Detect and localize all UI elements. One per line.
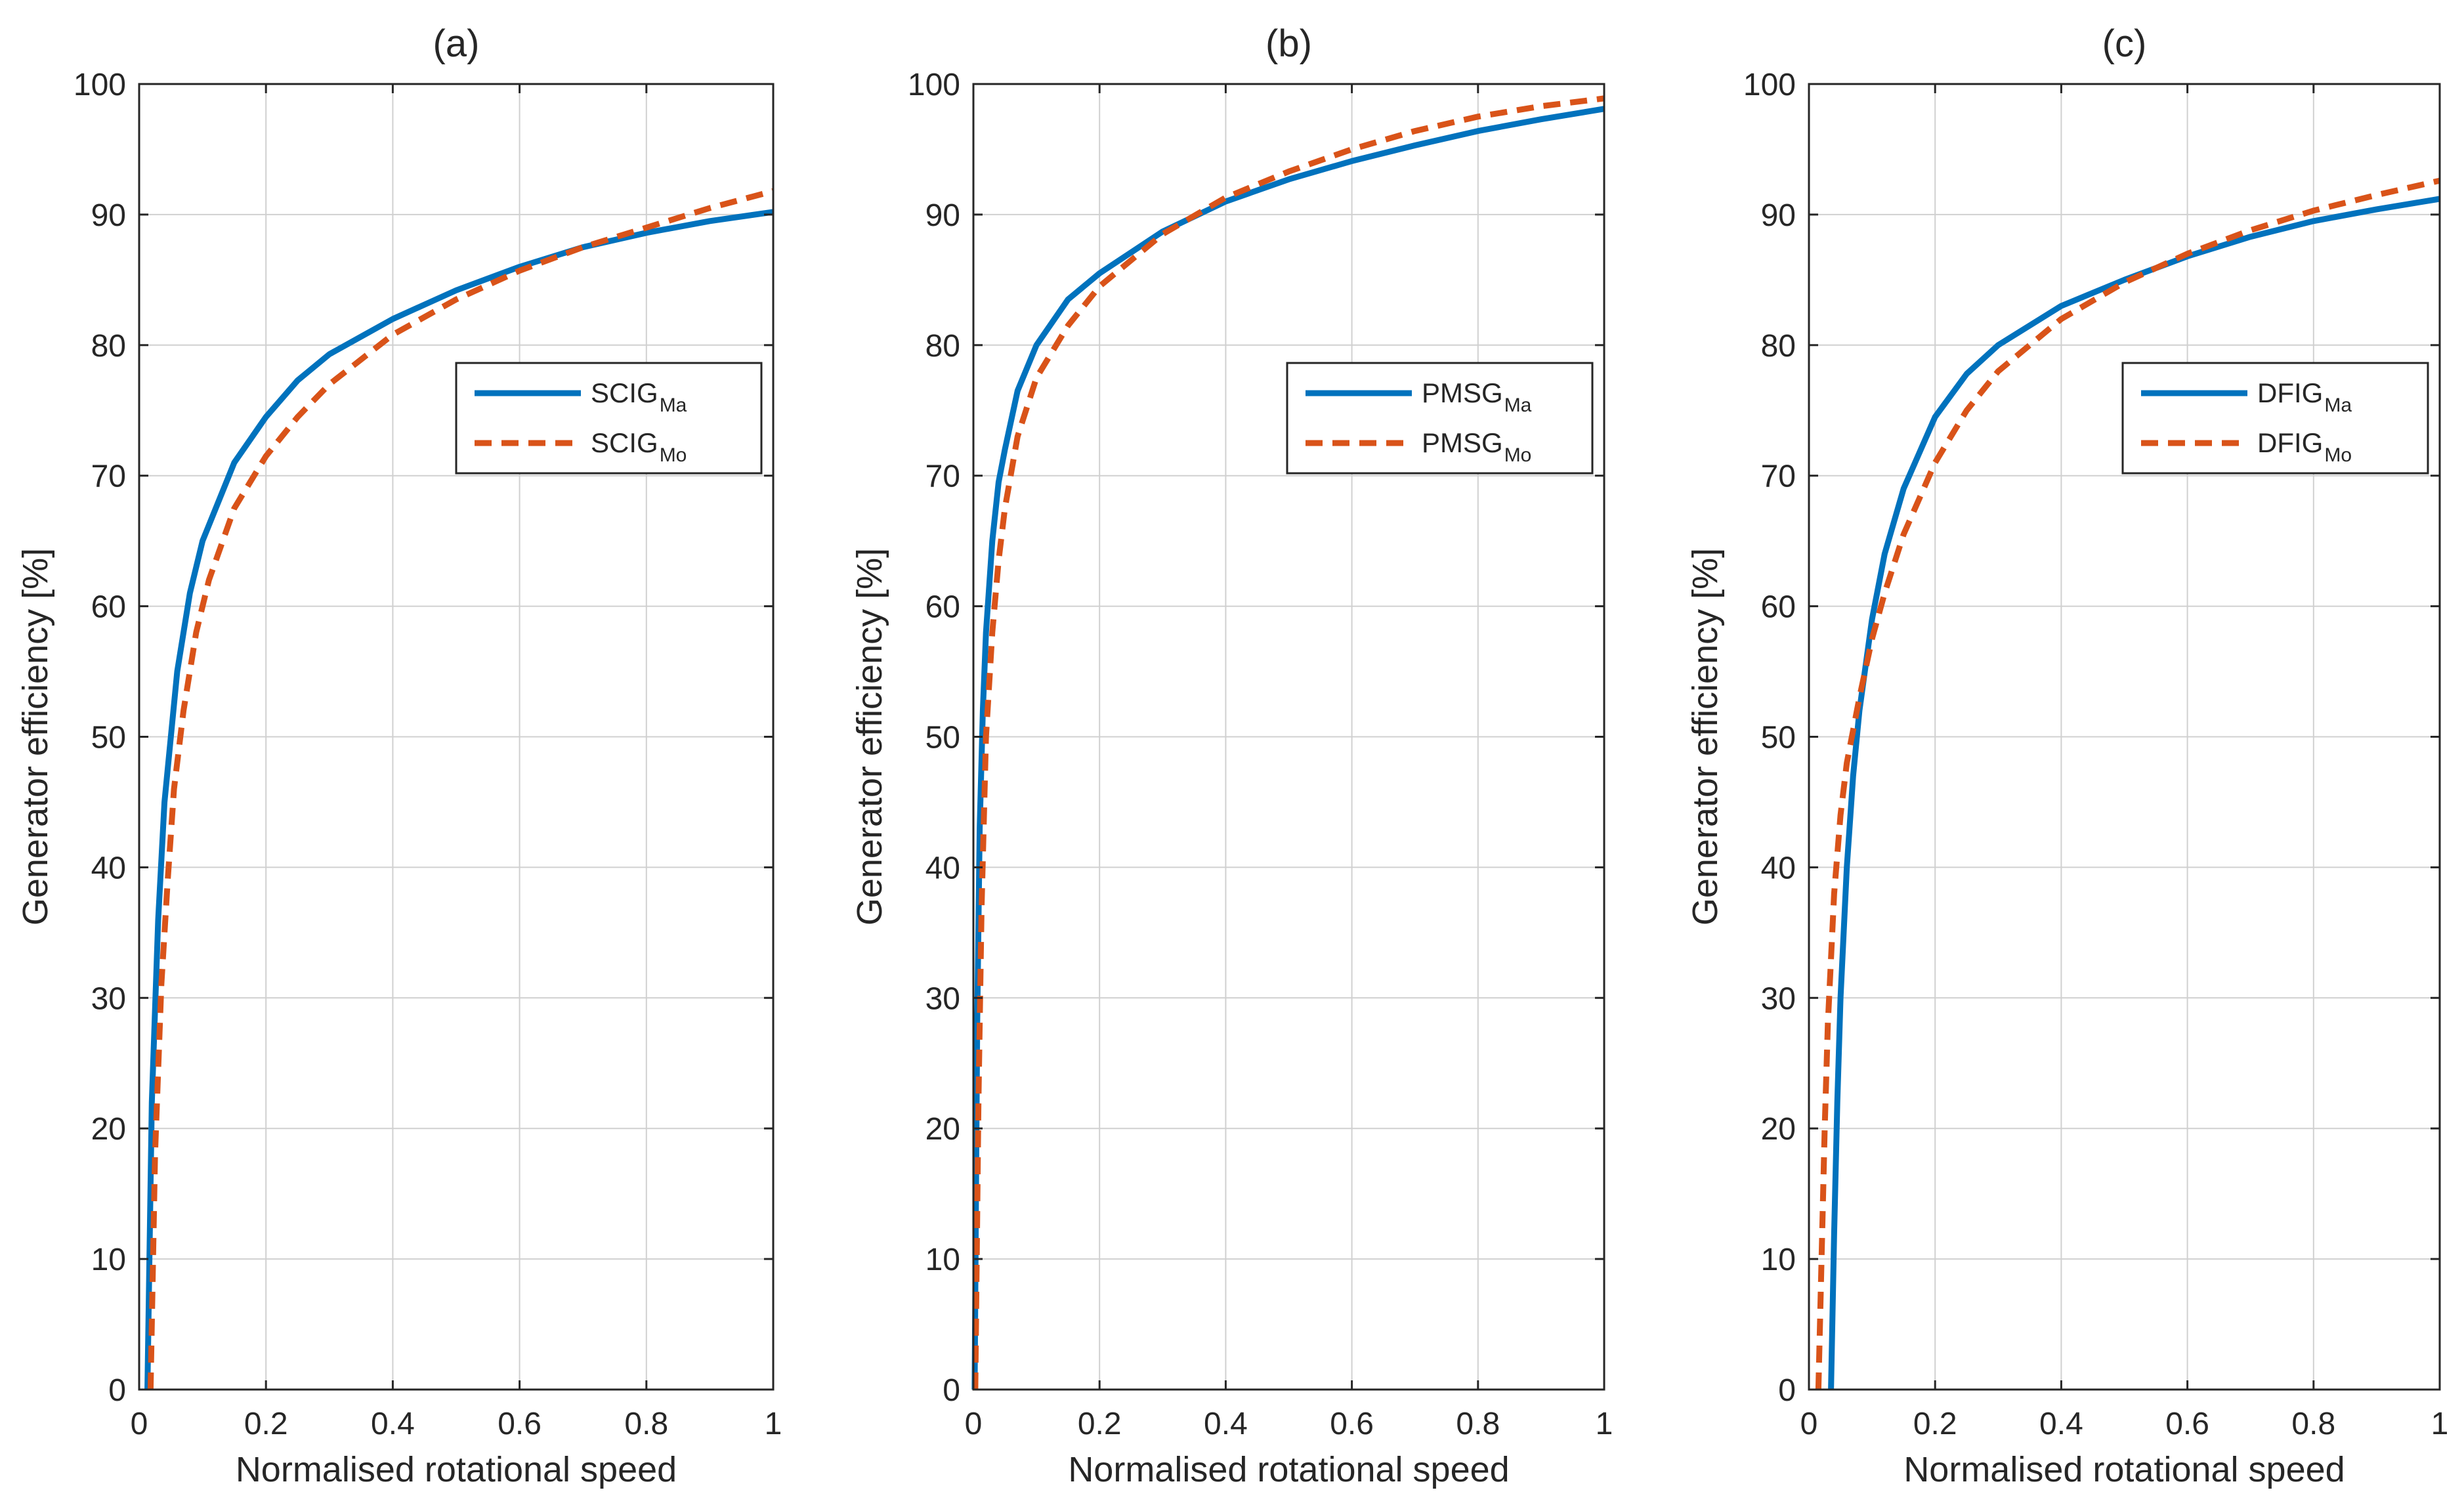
x-tick-label-b-5: 1 [1596,1407,1613,1441]
y-tick-label-b-2: 20 [925,1112,960,1147]
y-tick-label-a-6: 60 [91,590,126,625]
panel-title-a: (a) [433,22,480,65]
y-tick-label-a-9: 90 [91,198,126,233]
series-line-b-ma [971,106,1605,1390]
y-axis-label-a: Generator efficiency [%] [16,548,55,925]
panel-b: 0 0.2 0.4 0.6 0.8 10102030405060708090100(b)N… [850,22,1613,1489]
panel-title-b: (b) [1265,22,1312,65]
y-tick-label-c-4: 40 [1761,851,1796,885]
legend-subscript-b-mo: Mo [1504,444,1532,466]
x-axis-label-c: Normalised rotational speed [1903,1450,2345,1489]
x-tick-label-a-0: 0 [131,1407,148,1441]
series-line-a-ma [144,209,774,1390]
y-tick-label-c-1: 10 [1761,1243,1796,1277]
y-tick-label-c-3: 30 [1761,981,1796,1016]
y-tick-label-b-9: 90 [925,198,960,233]
x-tick-label-a-3: 0.6 [498,1407,542,1441]
y-tick-label-c-9: 90 [1761,198,1796,233]
x-tick-label-b-0: 0 [965,1407,983,1441]
panel-title-c: (c) [2102,22,2147,65]
y-tick-label-a-7: 70 [91,459,126,494]
y-tick-label-c-2: 20 [1761,1112,1796,1147]
x-axis-label-b: Normalised rotational speed [1068,1450,1509,1489]
x-tick-label-c-5: 1 [2431,1407,2449,1441]
y-axis-label-c: Generator efficiency [%] [1686,548,1725,925]
panel-c: 0 0.2 0.4 0.6 0.8 10102030405060708090100(c)N… [1686,22,2448,1489]
series-line-c-mo [1815,177,2440,1390]
y-tick-label-c-0: 0 [1778,1373,1796,1408]
y-tick-label-c-6: 60 [1761,590,1796,625]
y-tick-label-c-8: 80 [1761,329,1796,364]
y-tick-label-b-7: 70 [925,459,960,494]
x-tick-label-a-2: 0.4 [371,1407,415,1441]
y-axis-label-b: Generator efficiency [%] [850,548,889,925]
y-tick-label-b-6: 60 [925,590,960,625]
y-tick-label-b-1: 10 [925,1243,960,1277]
y-tick-label-a-8: 80 [91,329,126,364]
series-line-b-mo [972,95,1605,1390]
legend-subscript-b-ma: Ma [1504,394,1532,416]
panel-a: 0 0.2 0.4 0.6 0.8 10102030405060708090100(a)N… [16,22,782,1489]
y-tick-label-a-4: 40 [91,851,126,885]
legend-subscript-a-mo: Mo [660,444,687,466]
x-tick-label-c-1: 0.2 [1913,1407,1957,1441]
legend-subscript-c-mo: Mo [2324,444,2352,466]
legend-box-c [2121,362,2429,475]
y-tick-label-a-2: 20 [91,1112,126,1147]
y-tick-label-c-7: 70 [1761,459,1796,494]
x-tick-label-b-4: 0.8 [1456,1407,1500,1441]
x-tick-label-b-2: 0.4 [1204,1407,1248,1441]
x-tick-label-b-1: 0.2 [1078,1407,1122,1441]
y-tick-label-a-0: 0 [108,1373,126,1408]
legend-subscript-a-ma: Ma [660,394,687,416]
series-line-a-mo [147,188,775,1390]
y-tick-label-c-5: 50 [1761,721,1796,755]
legend-subscript-c-ma: Ma [2324,394,2352,416]
y-tick-label-a-5: 50 [91,721,126,755]
y-tick-label-b-4: 40 [925,851,960,885]
x-axis-label-a: Normalised rotational speed [236,1450,677,1489]
x-tick-label-c-2: 0.4 [2039,1407,2083,1441]
y-tick-label-b-5: 50 [925,721,960,755]
y-tick-label-b-0: 0 [943,1373,960,1408]
y-tick-label-a-1: 10 [91,1243,126,1277]
x-tick-label-c-4: 0.8 [2291,1407,2335,1441]
x-tick-label-a-4: 0.8 [624,1407,668,1441]
y-tick-label-c-10: 100 [1743,68,1796,102]
x-tick-label-c-0: 0 [1800,1407,1818,1441]
x-tick-label-c-3: 0.6 [2165,1407,2209,1441]
legend-box-a [455,362,763,475]
y-tick-label-a-3: 30 [91,981,126,1016]
x-tick-label-a-1: 0.2 [244,1407,288,1441]
x-tick-label-a-5: 1 [765,1407,782,1441]
x-tick-label-b-3: 0.6 [1330,1407,1374,1441]
y-tick-label-b-3: 30 [925,981,960,1016]
y-tick-label-b-10: 100 [908,68,960,102]
series-line-c-ma [1828,196,2440,1390]
legend-box-b [1286,362,1594,475]
y-tick-label-b-8: 80 [925,329,960,364]
y-tick-label-a-10: 100 [74,68,126,102]
